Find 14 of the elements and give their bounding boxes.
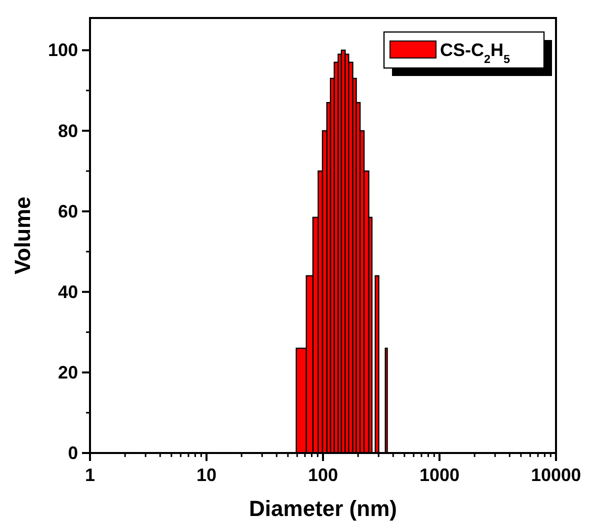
y-tick-label: 60 (58, 201, 78, 222)
y-tick-label: 20 (58, 362, 78, 382)
x-tick-label: 100 (308, 465, 338, 485)
y-tick-label: 0 (68, 443, 78, 463)
y-tick-label: 80 (58, 120, 78, 141)
y-tick-label: 40 (58, 282, 78, 302)
x-tick-label: 10000 (530, 465, 582, 485)
x-axis-title: Diameter (nm) (249, 496, 397, 521)
x-tick-label: 1 (84, 465, 96, 485)
y-axis-title: Volume (10, 196, 35, 274)
y-tick-label: 100 (48, 40, 78, 60)
legend-label: CS-C$_{2}$H$_{5}$ (440, 40, 511, 66)
x-tick-label: 10 (196, 465, 217, 485)
x-tick-label: 1000 (419, 465, 460, 485)
